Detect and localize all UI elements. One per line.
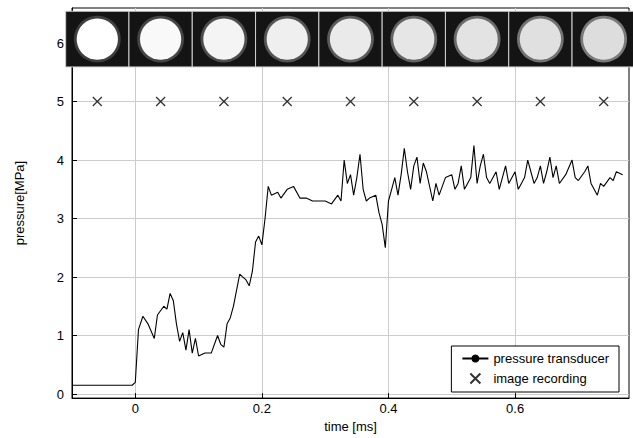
svg-text:pressure transducer: pressure transducer bbox=[493, 351, 609, 366]
svg-text:3: 3 bbox=[57, 211, 64, 226]
svg-text:0: 0 bbox=[57, 387, 64, 402]
svg-text:image recording: image recording bbox=[493, 371, 586, 386]
svg-text:pressure[MPa]: pressure[MPa] bbox=[12, 161, 27, 246]
svg-text:6: 6 bbox=[57, 36, 64, 51]
svg-text:2: 2 bbox=[57, 270, 64, 285]
svg-text:0.6: 0.6 bbox=[506, 401, 524, 416]
svg-text:0.2: 0.2 bbox=[253, 401, 271, 416]
svg-text:4: 4 bbox=[57, 153, 64, 168]
svg-text:5: 5 bbox=[57, 94, 64, 109]
svg-text:0.4: 0.4 bbox=[379, 401, 397, 416]
svg-text:time [ms]: time [ms] bbox=[324, 419, 377, 434]
svg-text:0: 0 bbox=[132, 401, 139, 416]
svg-text:1: 1 bbox=[57, 328, 64, 343]
